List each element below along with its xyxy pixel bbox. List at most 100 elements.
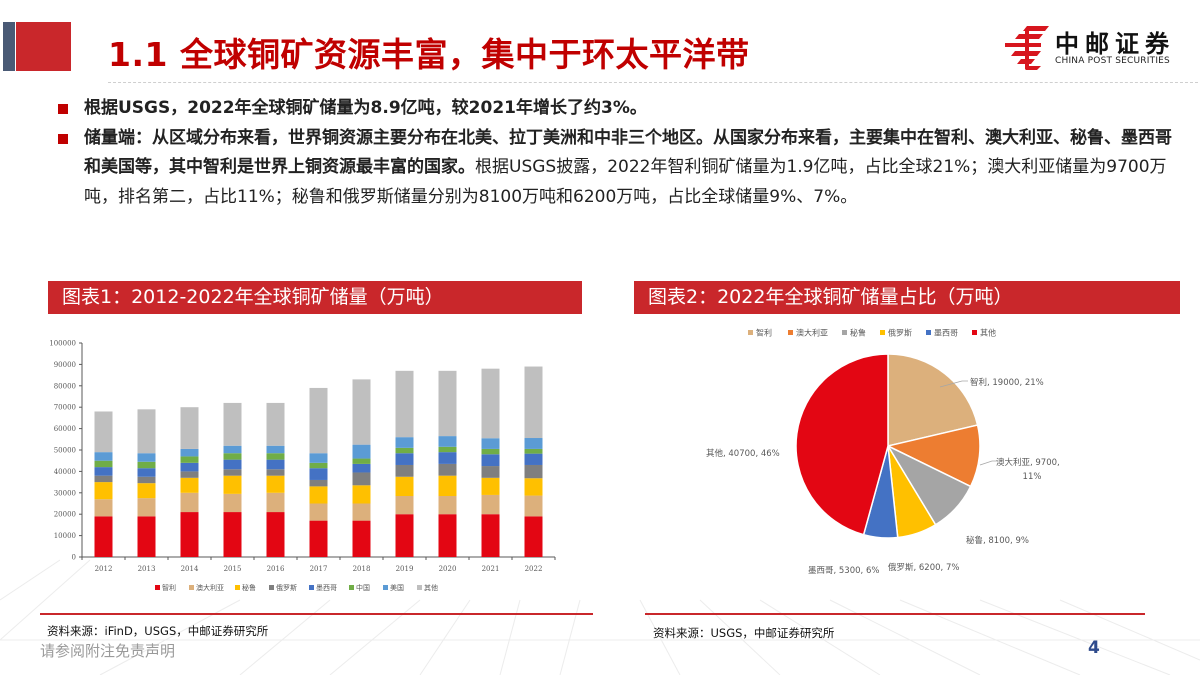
pie-data-label: 11%: [1023, 472, 1042, 482]
bar-segment: [94, 411, 113, 453]
bar-segment: [137, 461, 156, 469]
bar-stack: [180, 407, 199, 557]
bar-segment: [223, 469, 242, 476]
bar-segment: [223, 445, 242, 454]
bar-stack: [352, 379, 371, 557]
bar-segment: [266, 445, 285, 454]
bar-segment: [223, 459, 242, 470]
bar-segment: [180, 471, 199, 478]
bar-segment: [481, 514, 500, 557]
bar-segment: [481, 466, 500, 478]
bar-segment: [438, 514, 457, 557]
chart2-title: 图表2：2022年全球铜矿储量占比（万吨）: [634, 281, 1180, 314]
bar-segment: [438, 463, 457, 476]
bar-segment: [94, 475, 113, 483]
bar-segment: [94, 499, 113, 517]
bar-segment: [352, 379, 371, 445]
bar-segment: [309, 468, 328, 480]
bar-segment: [223, 475, 242, 494]
bar-segment: [395, 453, 414, 465]
bar-legend: 智利 澳大利亚 秘鲁 俄罗斯 墨西哥 中国 美国 其他: [155, 583, 438, 592]
legend-label: 秘鲁: [242, 583, 256, 592]
bar-stack: [395, 370, 414, 557]
bar-stack: [266, 402, 285, 557]
y-tick-label: 70000: [54, 404, 76, 412]
bar-segment: [524, 366, 543, 439]
legend-label: 俄罗斯: [888, 328, 912, 338]
legend-label: 墨西哥: [316, 584, 337, 592]
bar-segment: [266, 459, 285, 470]
legend-label: 美国: [390, 583, 404, 592]
bar-segment: [223, 493, 242, 513]
bar-segment: [94, 452, 113, 461]
bar-segment: [137, 409, 156, 454]
x-tick-label: 2021: [482, 565, 500, 573]
bar-segment: [481, 438, 500, 449]
bar-segment: [352, 520, 371, 557]
bar-segment: [180, 448, 199, 457]
title-divider: [108, 82, 1198, 83]
bar-segment: [524, 478, 543, 496]
legend-swatch: [383, 585, 388, 590]
bar-segment: [352, 472, 371, 486]
china-post-logo-icon: [1005, 26, 1049, 70]
bar-segment: [223, 402, 242, 446]
page-number: 4: [1088, 638, 1100, 658]
bullet-item: 根据USGS，2022年全球铜矿储量为8.9亿吨，较2021年增长了约3%。: [58, 94, 1188, 124]
x-tick-label: 2013: [138, 565, 156, 573]
chart1-source-divider: [40, 613, 593, 615]
bar-segment: [481, 448, 500, 455]
bar-segment: [94, 482, 113, 500]
legend-swatch: [926, 330, 931, 335]
bar-segment: [223, 512, 242, 557]
bar-segment: [481, 494, 500, 515]
y-tick-label: 90000: [54, 361, 76, 369]
bar-segment: [524, 438, 543, 449]
legend-label: 俄罗斯: [276, 583, 297, 592]
x-tick-label: 2019: [396, 565, 414, 573]
chart1-source: 资料来源：iFinD，USGS，中邮证券研究所: [47, 624, 269, 638]
legend-swatch: [972, 330, 977, 335]
chart1-title: 图表1：2012-2022年全球铜矿储量（万吨）: [48, 281, 582, 314]
pie-data-label: 秘鲁, 8100, 9%: [966, 535, 1029, 546]
bar-segment: [137, 468, 156, 477]
bar-segment: [524, 516, 543, 557]
legend-label: 其他: [980, 328, 996, 338]
title-accent-red: [16, 22, 71, 71]
company-logo: 中邮证券 CHINA POST SECURITIES: [1005, 24, 1190, 70]
bar-segment: [395, 370, 414, 438]
legend-swatch: [269, 585, 274, 590]
bullet-text: 根据USGS披露，2022年智利铜矿储量为1.9亿吨，占比全球21%；澳大利亚储…: [84, 157, 1167, 207]
legend-label: 中国: [356, 583, 370, 592]
bar-segment: [309, 503, 328, 521]
bar-segment: [438, 370, 457, 437]
legend-label: 秘鲁: [850, 328, 866, 338]
bar-stack: [94, 411, 113, 557]
summary-bullets: 根据USGS，2022年全球铜矿储量为8.9亿吨，较2021年增长了约3%。 储…: [58, 94, 1188, 212]
y-tick-label: 0: [72, 554, 76, 562]
logo-english-name: CHINA POST SECURITIES: [1055, 56, 1170, 66]
legend-swatch: [349, 585, 354, 590]
bar-segment: [180, 456, 199, 463]
bar-segment: [137, 516, 156, 557]
chart2-source-divider: [645, 613, 1145, 615]
bar-segment: [180, 407, 199, 449]
pie-data-label: 墨西哥, 5300, 6%: [808, 566, 879, 576]
legend-swatch: [235, 585, 240, 590]
pie-slice: [887, 353, 979, 447]
y-tick-label: 20000: [54, 511, 76, 519]
legend-label: 澳大利亚: [796, 328, 828, 338]
y-tick-label: 100000: [49, 340, 76, 348]
legend-swatch: [842, 330, 847, 335]
legend-swatch: [189, 585, 194, 590]
bar-segment: [309, 462, 328, 469]
legend-swatch: [880, 330, 885, 335]
x-tick-label: 2017: [310, 565, 328, 573]
x-tick-label: 2020: [439, 565, 457, 573]
bar-segment: [524, 464, 543, 479]
bar-segment: [137, 453, 156, 462]
bar-segment: [309, 486, 328, 504]
pie-data-label: 俄罗斯, 6200, 7%: [888, 562, 959, 573]
bar-segment: [137, 498, 156, 517]
bar-segment: [438, 496, 457, 515]
